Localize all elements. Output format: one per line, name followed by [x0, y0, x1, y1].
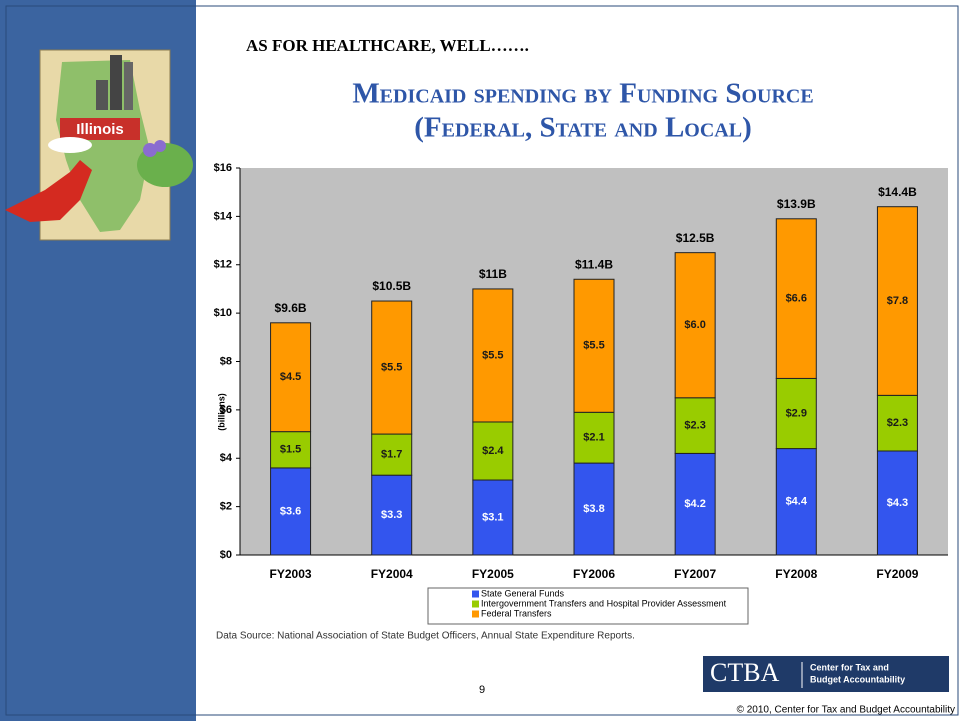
building	[96, 80, 108, 110]
value-label: $1.7	[381, 449, 402, 461]
bar-segment	[775, 377, 817, 450]
legend-label: Federal Transfers	[481, 608, 552, 618]
y-tick-label: $12	[214, 259, 232, 271]
bar-segment	[371, 300, 413, 435]
total-label: $14.4B	[878, 185, 917, 199]
legend-label: State General Funds	[481, 588, 565, 598]
y-tick-label: $10	[214, 307, 232, 319]
state-label: Illinois	[76, 121, 124, 138]
value-label: $3.3	[381, 509, 402, 521]
bar-segment	[472, 479, 514, 556]
x-tick-label: FY2004	[371, 567, 413, 581]
cloud	[48, 137, 92, 153]
bar-segment	[573, 462, 615, 556]
total-label: $10.5B	[372, 279, 411, 293]
bar-segment	[371, 474, 413, 556]
total-label: $11.4B	[575, 257, 613, 271]
value-label: $2.4	[482, 445, 504, 457]
value-label: $4.3	[887, 497, 908, 509]
x-tick-label: FY2005	[472, 567, 514, 581]
total-label: $12.5B	[676, 231, 715, 245]
slide-frame	[5, 5, 959, 716]
y-axis-label: (billions)	[216, 393, 226, 431]
y-tick-label: $4	[220, 452, 233, 464]
bar-segment	[472, 421, 514, 481]
value-label: $2.1	[583, 432, 604, 444]
value-label: $1.5	[280, 444, 301, 456]
bar-segment	[573, 278, 615, 413]
logo	[703, 656, 949, 692]
logo-text: Budget Accountability	[810, 674, 905, 684]
bar-segment	[876, 206, 918, 396]
value-label: $5.5	[482, 349, 503, 361]
bar-segment	[876, 394, 918, 452]
legend	[427, 587, 749, 625]
value-label: $3.1	[482, 511, 503, 523]
value-label: $4.4	[786, 496, 808, 508]
bar-segment	[674, 397, 716, 454]
value-label: $4.2	[684, 498, 705, 510]
y-tick-label: $2	[220, 501, 232, 513]
flower	[154, 140, 166, 152]
y-tick-label: $14	[214, 210, 233, 222]
y-tick-label: $6	[220, 404, 232, 416]
legend-label: Intergovernment Transfers and Hospital P…	[481, 598, 727, 608]
building	[110, 55, 122, 110]
value-label: $2.3	[684, 420, 705, 432]
y-tick-label: $16	[214, 162, 232, 174]
heading: AS FOR HEALTHCARE, WELL…….	[246, 36, 529, 55]
bar-segment	[472, 288, 514, 423]
bar-segment	[674, 252, 716, 399]
bar-segment	[270, 322, 312, 433]
value-label: $4.5	[280, 371, 301, 383]
value-label: $2.3	[887, 417, 908, 429]
total-label: $11B	[479, 267, 507, 281]
source: Data Source: National Association of Sta…	[216, 631, 635, 642]
value-label: $5.5	[381, 361, 402, 373]
copyright: © 2010, Center for Tax and Budget Accoun…	[737, 705, 955, 716]
y-tick-label: $0	[220, 549, 232, 561]
illinois-illustration: Illinois	[5, 49, 193, 241]
x-tick-label: FY2009	[876, 567, 918, 581]
legend-swatch	[472, 610, 479, 618]
building	[124, 62, 133, 110]
logo-name: CTBA	[710, 658, 780, 687]
bar-segment	[270, 467, 312, 556]
value-label: $7.8	[887, 295, 908, 307]
total-label: $9.6B	[275, 301, 307, 315]
value-label: $5.5	[583, 340, 604, 352]
value-label: $6.0	[684, 319, 705, 331]
bar-segment	[876, 450, 918, 556]
page-number: 9	[479, 684, 485, 696]
bar-segment	[674, 452, 716, 556]
value-label: $2.9	[786, 407, 807, 419]
flower	[143, 143, 157, 157]
value-label: $6.6	[786, 293, 807, 305]
x-tick-label: FY2003	[270, 567, 312, 581]
bar-segment	[270, 431, 312, 469]
legend-swatch	[472, 590, 479, 598]
value-label: $3.6	[280, 505, 301, 517]
y-tick-label: $8	[220, 355, 232, 367]
total-label: $13.9B	[777, 197, 816, 211]
cardinal	[5, 160, 92, 222]
chart-title: (Federal, State and Local)	[414, 112, 751, 144]
value-label: $3.8	[583, 503, 604, 515]
x-tick-label: FY2008	[775, 567, 817, 581]
x-tick-label: FY2007	[674, 567, 716, 581]
bar-segment	[775, 448, 817, 556]
label-banner	[60, 118, 140, 140]
bar-segment	[775, 218, 817, 379]
bar-segment	[371, 433, 413, 476]
logo-text: Center for Tax and	[810, 662, 889, 672]
x-tick-label: FY2006	[573, 567, 615, 581]
legend-swatch	[472, 600, 479, 608]
chart-title: Medicaid spending by Funding Source	[352, 78, 813, 110]
